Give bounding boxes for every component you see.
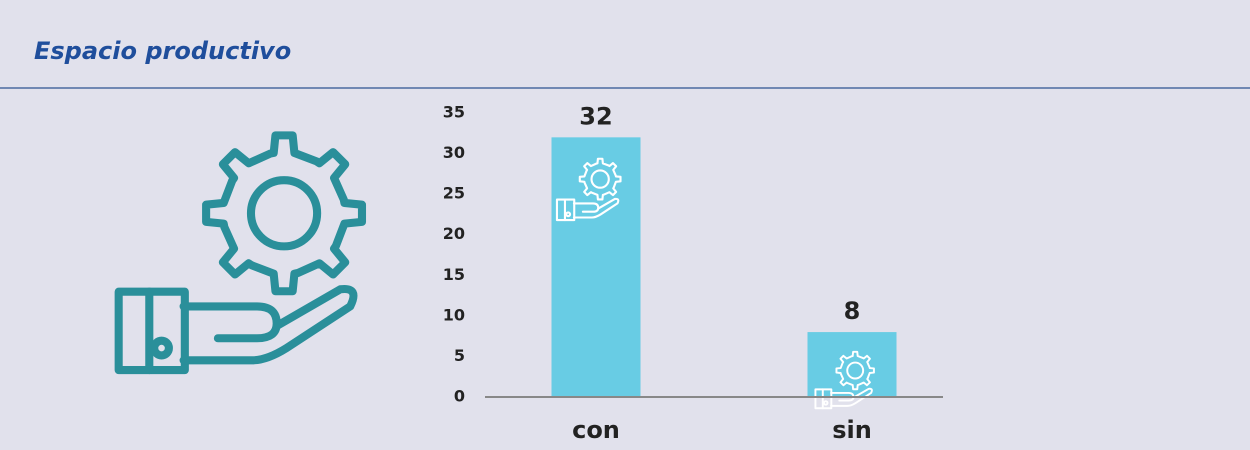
value-label: 32 — [579, 102, 612, 130]
y-tick-label: 0 — [454, 387, 465, 406]
y-tick-label: 15 — [443, 265, 465, 284]
y-tick-label: 30 — [443, 143, 465, 162]
section-title: Espacio productivo — [34, 37, 291, 65]
x-tick-label: sin — [832, 416, 872, 444]
y-tick-label: 35 — [443, 103, 465, 122]
bar — [551, 137, 641, 398]
value-label: 8 — [844, 297, 861, 325]
x-tick-label: con — [572, 416, 620, 444]
y-tick-label: 10 — [443, 305, 465, 324]
y-tick-label: 25 — [443, 184, 465, 203]
y-tick-label: 5 — [454, 346, 465, 365]
y-tick-label: 20 — [443, 224, 465, 243]
